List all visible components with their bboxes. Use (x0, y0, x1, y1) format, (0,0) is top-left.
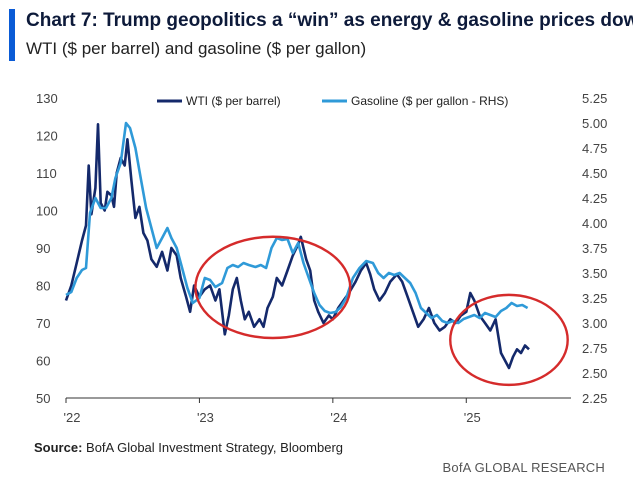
right-axis-tick-label: 4.75 (582, 141, 607, 156)
right-axis-tick-label: 2.25 (582, 391, 607, 406)
title-accent-bar (9, 9, 15, 61)
x-axis-ticks: '22 '23 '24 '25 (64, 398, 481, 425)
left-axis-tick-label: 70 (36, 316, 50, 331)
right-axis-tick-label: 3.50 (582, 266, 607, 281)
left-axis-tick-label: 80 (36, 279, 50, 294)
right-axis-tick-label: 2.50 (582, 366, 607, 381)
right-axis-tick-label: 4.25 (582, 191, 607, 206)
right-axis-ticks: 5.25 5.00 4.75 4.50 4.25 4.00 3.75 3.50 3.25 3.00… (582, 91, 607, 406)
wti-series-line (64, 123, 530, 370)
left-axis-tick-label: 130 (36, 91, 58, 106)
x-axis-tick-label: '25 (464, 410, 481, 425)
gasoline-series-line (65, 121, 529, 325)
right-axis-tick-label: 5.25 (582, 91, 607, 106)
chart-legend: WTI ($ per barrel) Gasoline ($ per gallo… (157, 94, 508, 108)
chart-subtitle: WTI ($ per barrel) and gasoline ($ per g… (26, 39, 367, 58)
x-axis-tick-label: '22 (64, 410, 81, 425)
annotation-ellipse (449, 293, 569, 387)
right-axis-tick-label: 4.00 (582, 216, 607, 231)
right-axis-tick-label: 3.00 (582, 316, 607, 331)
left-axis-tick-label: 60 (36, 354, 50, 369)
left-axis-tick-label: 100 (36, 204, 58, 219)
source-text: BofA Global Investment Strategy, Bloombe… (82, 440, 344, 455)
right-axis-tick-label: 2.75 (582, 341, 607, 356)
publisher-credit: BofA GLOBAL RESEARCH (442, 460, 605, 475)
left-axis-tick-label: 110 (36, 166, 57, 181)
left-axis-tick-label: 120 (36, 129, 58, 144)
annotation-ellipse (194, 235, 352, 340)
annotation-ellipses (194, 235, 569, 387)
legend-label-gasoline: Gasoline ($ per gallon - RHS) (351, 94, 508, 108)
legend-label-wti: WTI ($ per barrel) (186, 94, 281, 108)
left-axis-tick-label: 90 (36, 241, 50, 256)
x-axis-tick-label: '24 (330, 410, 347, 425)
left-axis-ticks: 130 120 110 100 90 80 70 60 50 (36, 91, 58, 406)
chart-title: Chart 7: Trump geopolitics a “win” as en… (26, 10, 633, 31)
right-axis-tick-label: 5.00 (582, 116, 607, 131)
right-axis-tick-label: 3.25 (582, 291, 607, 306)
source-note: Source: BofA Global Investment Strategy,… (34, 440, 343, 455)
right-axis-tick-label: 3.75 (582, 241, 607, 256)
left-axis-tick-label: 50 (36, 391, 50, 406)
x-axis-tick-label: '23 (197, 410, 214, 425)
right-axis-tick-label: 4.50 (582, 166, 607, 181)
source-label: Source: (34, 440, 83, 455)
